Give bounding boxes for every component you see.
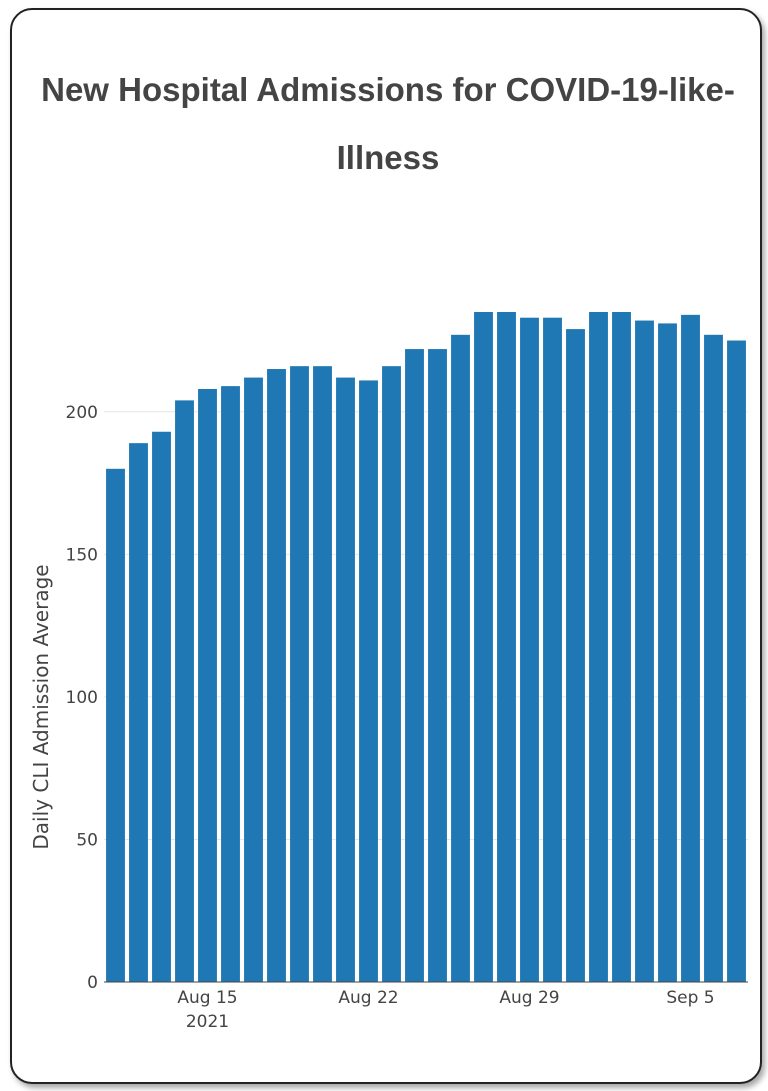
bar xyxy=(451,334,470,983)
bar xyxy=(313,366,332,982)
bar xyxy=(704,334,723,983)
x-tick-label: Aug 29 xyxy=(499,988,559,1008)
bars xyxy=(106,312,746,983)
bar xyxy=(658,323,677,982)
x-tick-label: Aug 15 xyxy=(177,988,237,1008)
bar xyxy=(152,431,171,982)
bar xyxy=(520,317,539,982)
bar xyxy=(175,400,194,983)
bar xyxy=(290,366,309,982)
bar xyxy=(543,317,562,982)
bar xyxy=(681,314,700,982)
bar xyxy=(336,377,355,982)
bar xyxy=(221,386,240,982)
x-tick-sublabel: 2021 xyxy=(186,1012,229,1032)
y-tick-label: 200 xyxy=(66,403,98,423)
bar xyxy=(267,369,286,983)
bar xyxy=(428,349,447,982)
bar xyxy=(129,443,148,982)
bar xyxy=(612,312,631,982)
bar xyxy=(727,340,746,983)
bar xyxy=(198,388,217,982)
bar xyxy=(474,312,493,982)
x-tick-label: Sep 5 xyxy=(666,988,714,1008)
y-axis-title: Daily CLI Admission Average xyxy=(29,564,53,849)
bar xyxy=(359,380,378,982)
bar xyxy=(566,329,585,982)
y-tick-label: 150 xyxy=(66,545,98,565)
bar xyxy=(497,312,516,982)
x-tick-label: Aug 22 xyxy=(338,988,398,1008)
bar xyxy=(244,377,263,982)
bar xyxy=(635,320,654,982)
chart-title: New Hospital Admissions for COVID-19-lik… xyxy=(41,71,735,176)
bar xyxy=(589,312,608,982)
bar xyxy=(106,468,125,983)
y-tick-label: 100 xyxy=(66,688,98,708)
bar xyxy=(382,366,401,982)
y-tick-label: 50 xyxy=(76,830,98,850)
bar xyxy=(405,349,424,982)
axes: 0 50 100 150 200 Aug 15 2021 Aug 22 Aug 29 Sep 5 xyxy=(66,403,748,1032)
y-tick-label: 0 xyxy=(87,973,98,993)
